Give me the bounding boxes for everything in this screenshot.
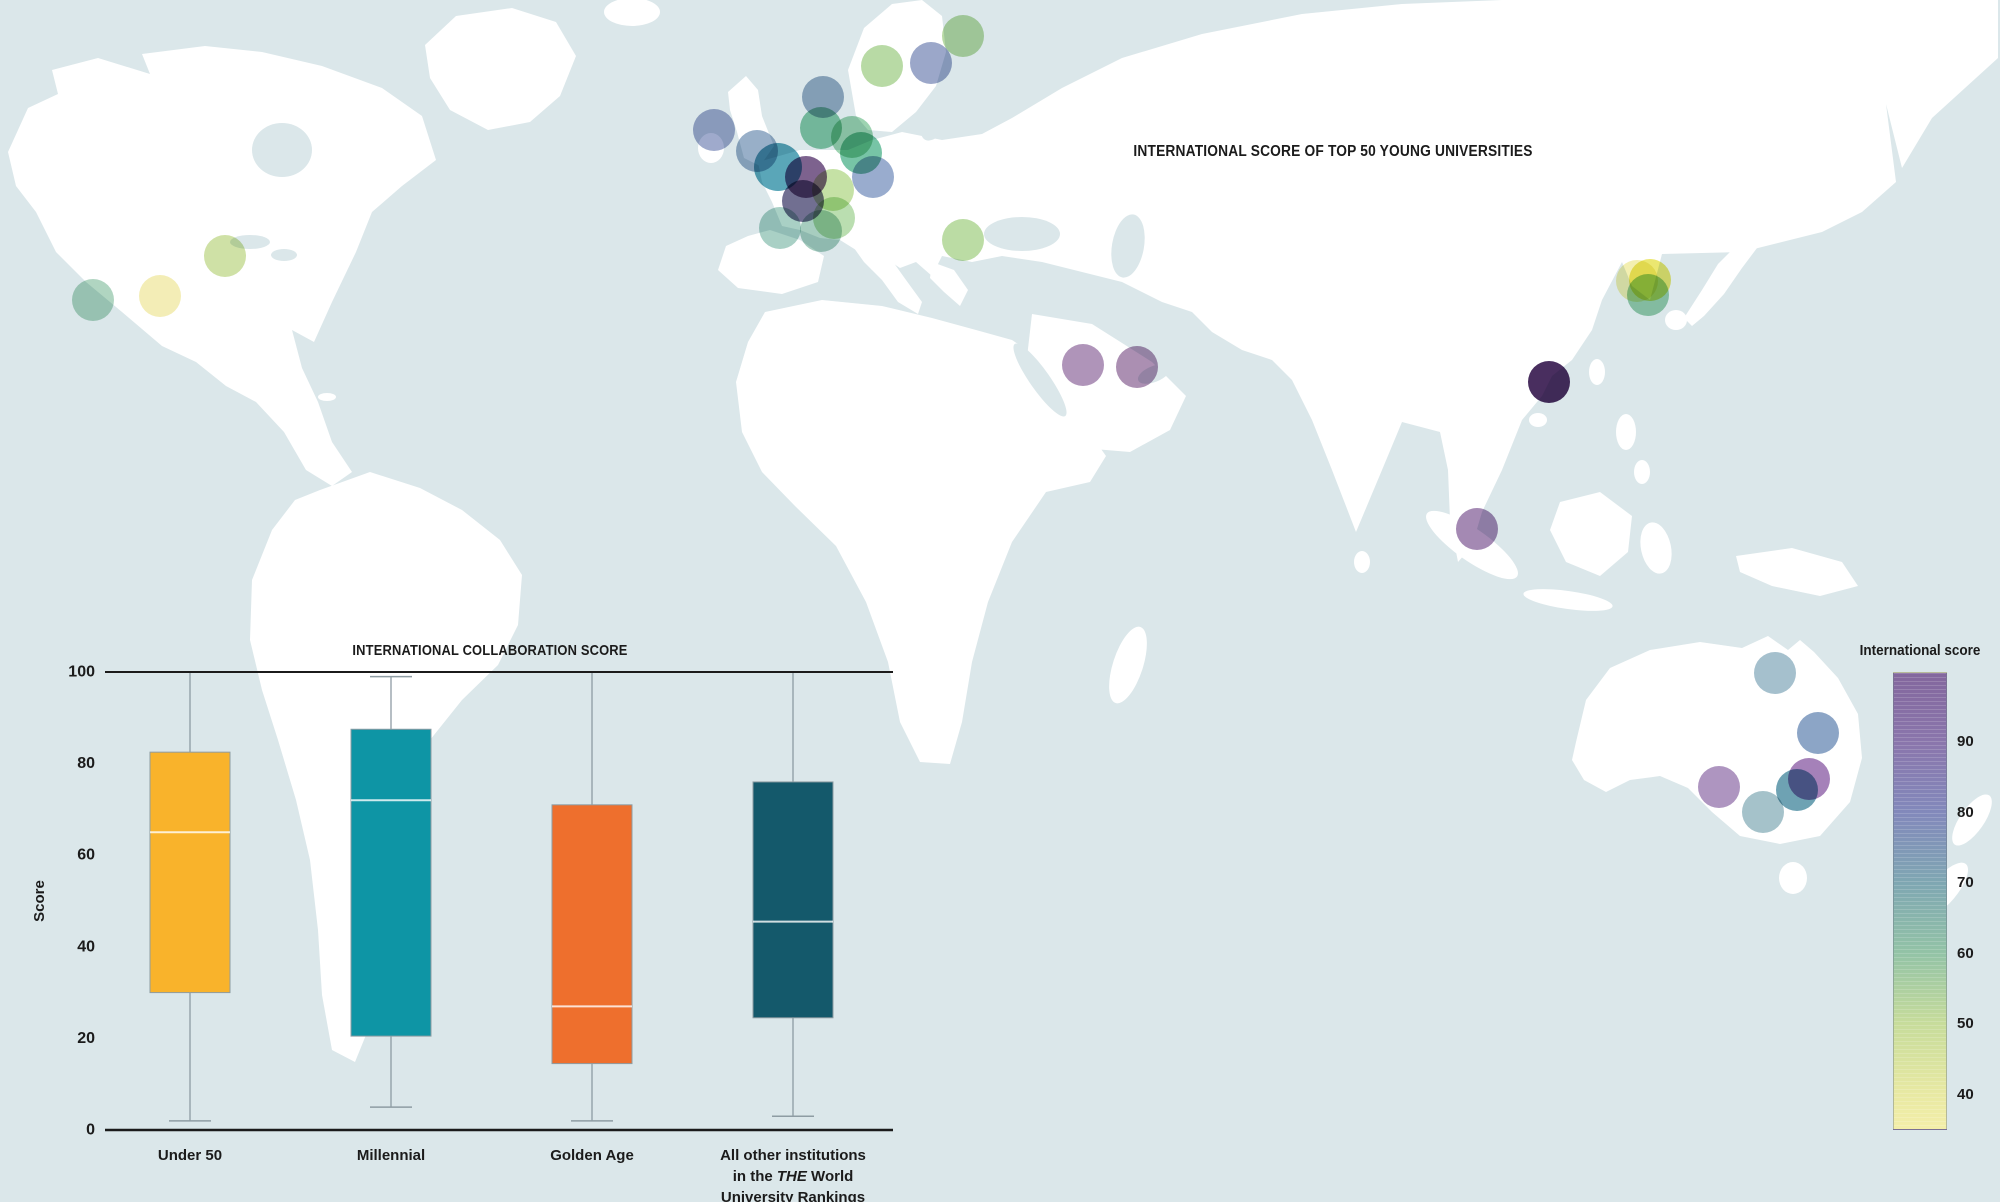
university-bubble: [1698, 766, 1740, 808]
university-bubble: [1528, 361, 1570, 403]
university-bubble: [139, 275, 181, 317]
university-bubble: [852, 156, 894, 198]
university-bubble-layer: [72, 15, 1839, 833]
map-title: INTERNATIONAL SCORE OF TOP 50 YOUNG UNIV…: [1133, 143, 1533, 160]
university-bubble: [1627, 274, 1669, 316]
university-bubble: [1754, 652, 1796, 694]
colorbar-title: International score: [1859, 642, 1981, 659]
university-bubble: [1742, 791, 1784, 833]
university-bubble: [942, 15, 984, 57]
university-bubble: [1062, 344, 1104, 386]
university-bubble: [942, 219, 984, 261]
university-bubble: [1788, 758, 1830, 800]
colorbar-tick-label: 90: [1957, 733, 1974, 751]
colorbar-tick-label: 50: [1957, 1015, 1974, 1033]
boxplot-title: INTERNATIONAL COLLABORATION SCORE: [352, 642, 628, 659]
colorbar-gradient: [1893, 672, 1947, 1130]
university-bubble: [72, 279, 114, 321]
university-bubble: [1116, 346, 1158, 388]
university-bubble: [693, 109, 735, 151]
university-bubble: [802, 76, 844, 118]
university-bubble: [861, 45, 903, 87]
university-bubble: [1456, 508, 1498, 550]
university-bubble: [910, 42, 952, 84]
colorbar-tick-label: 80: [1957, 803, 1974, 821]
colorbar-tick-label: 70: [1957, 874, 1974, 892]
colorbar-tick-label: 40: [1957, 1085, 1974, 1103]
university-bubble: [204, 235, 246, 277]
university-bubble: [759, 207, 801, 249]
colorbar-tick-label: 60: [1957, 944, 1974, 962]
university-bubble: [1797, 712, 1839, 754]
university-bubble: [800, 210, 842, 252]
